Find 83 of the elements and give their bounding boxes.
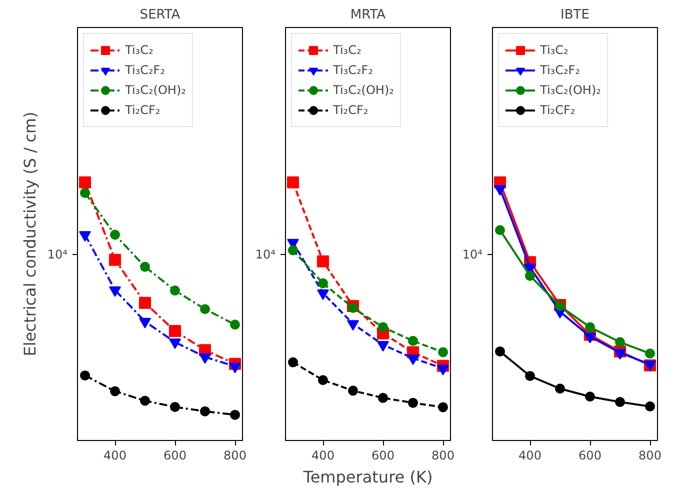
x-axis-title: Temperature (K) [302, 468, 433, 486]
point [495, 225, 505, 236]
point [79, 231, 91, 242]
point [80, 188, 90, 198]
point [377, 341, 389, 352]
x-tick-label: 800 [224, 448, 246, 462]
point [170, 286, 180, 296]
legend-label: Ti₂CF₂ [125, 102, 160, 118]
point [139, 318, 151, 328]
point [555, 301, 565, 312]
point [110, 230, 120, 240]
point [109, 254, 121, 266]
point [438, 347, 448, 358]
point [438, 402, 448, 412]
point [585, 392, 595, 402]
point [170, 402, 180, 412]
point [110, 386, 120, 396]
point [378, 322, 388, 332]
point [109, 286, 121, 297]
legend-label: Ti₃C₂F₂ [333, 62, 374, 78]
legend-label: Ti₃C₂ [125, 42, 154, 58]
point [408, 336, 418, 346]
point [318, 375, 328, 386]
text: 10⁴ [47, 248, 68, 262]
legend-label: Ti₃C₂(OH)₂ [125, 82, 186, 98]
point [615, 337, 625, 348]
x-tick-label: 600 [372, 448, 394, 462]
point [317, 255, 329, 268]
legend-label: Ti₃C₂F₂ [540, 62, 580, 78]
x-tick-label: 600 [164, 448, 186, 462]
point [169, 338, 181, 350]
point [645, 401, 655, 412]
point [348, 386, 358, 396]
point [318, 278, 328, 288]
point [140, 262, 150, 272]
point [80, 370, 90, 380]
point [525, 270, 535, 281]
legend-label: Ti₃C₂(OH)₂ [333, 82, 394, 98]
point [200, 406, 210, 416]
x-tick-label: 400 [104, 448, 126, 462]
point [288, 357, 298, 368]
legend-label: Ti₃C₂F₂ [125, 62, 166, 78]
point [317, 289, 329, 300]
legend-label: Ti₃C₂ [540, 42, 568, 58]
x-tick-label: 400 [312, 448, 334, 462]
point [169, 325, 181, 338]
legend-label: Ti₂CF₂ [333, 102, 368, 118]
point [287, 176, 299, 188]
point [140, 396, 150, 406]
point [348, 302, 358, 313]
point [408, 398, 418, 408]
chart-title: MRTA [350, 8, 386, 22]
point [200, 304, 210, 314]
point [645, 348, 655, 359]
x-tick-label: 800 [432, 448, 454, 462]
legend-label: Ti₂CF₂ [540, 102, 576, 118]
point [229, 362, 241, 374]
point [525, 370, 535, 381]
x-tick-label: 400 [518, 448, 542, 462]
point [584, 332, 596, 344]
x-tick-label: 800 [638, 448, 662, 462]
point [407, 354, 419, 366]
point [230, 410, 240, 420]
point [437, 364, 449, 376]
chart-title: SERTA [140, 8, 180, 22]
point [585, 322, 595, 332]
point [615, 397, 625, 408]
point [230, 320, 240, 330]
point [79, 176, 91, 188]
x-tick-label: 600 [578, 448, 602, 462]
text: 10⁴ [462, 248, 483, 262]
point [139, 296, 151, 309]
point [288, 245, 298, 256]
point [555, 384, 565, 394]
text: 10⁴ [255, 248, 276, 262]
point [347, 320, 359, 331]
y-axis-title: Electrical conductivity (S / cm) [20, 112, 40, 356]
point [378, 392, 388, 403]
legend-label: Ti₃C₂(OH)₂ [540, 82, 601, 98]
chart-title: IBTE [560, 8, 590, 22]
point [495, 346, 505, 356]
legend-label: Ti₃C₂ [333, 42, 362, 58]
point [199, 353, 211, 364]
